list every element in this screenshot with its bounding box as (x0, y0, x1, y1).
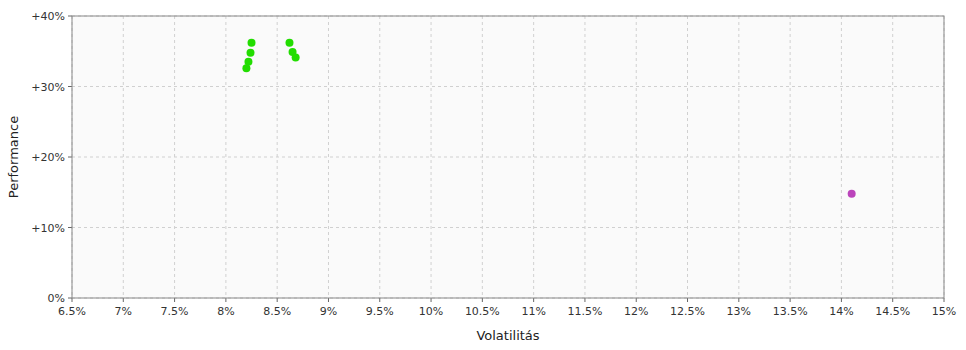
x-tick (636, 298, 637, 302)
point (242, 64, 250, 72)
x-grid-line (687, 16, 688, 298)
points (242, 39, 855, 198)
y-tick-label: +30% (31, 81, 65, 94)
point (247, 49, 255, 57)
x-tick-label: 6.5% (58, 305, 86, 318)
x-tick-label: 12.5% (670, 305, 705, 318)
y-tick-label: 0% (48, 292, 65, 305)
y-tick (68, 16, 72, 17)
y-grid-line (72, 157, 944, 158)
x-tick-label: 12% (624, 305, 648, 318)
point (848, 190, 856, 198)
grid (72, 16, 944, 298)
x-grid-line (892, 16, 893, 298)
x-tick (687, 298, 688, 302)
x-tick-label: 8% (217, 305, 234, 318)
x-tick (174, 298, 175, 302)
x-tick (892, 298, 893, 302)
y-grid-line (72, 227, 944, 228)
y-tick (68, 86, 72, 87)
y-axis-label: Performance (6, 116, 21, 198)
y-tick (68, 227, 72, 228)
x-tick (72, 298, 73, 302)
x-tick-label: 14% (829, 305, 853, 318)
x-grid-line (790, 16, 791, 298)
x-tick-label: 9% (320, 305, 337, 318)
x-tick-label: 13% (727, 305, 751, 318)
x-tick-label: 10.5% (465, 305, 500, 318)
plot-frame (72, 16, 944, 298)
x-tick (790, 298, 791, 302)
x-grid-line (328, 16, 329, 298)
x-tick (225, 298, 226, 302)
plot-area (72, 16, 944, 298)
chart: 6.5% 7% 7.5% 8% 8.5% 9% 9.5% 10% 10.5% 11% 11.5% 12… (0, 0, 966, 350)
y-grid-line (72, 86, 944, 87)
point (285, 39, 293, 47)
x-tick (482, 298, 483, 302)
x-tick-label: 15% (932, 305, 956, 318)
x-tick (841, 298, 842, 302)
x-tick-label: 11.5% (567, 305, 602, 318)
x-tick (379, 298, 380, 302)
point (248, 39, 256, 47)
x-tick (584, 298, 585, 302)
y-tick-label: +10% (31, 222, 65, 235)
x-tick-label: 7% (115, 305, 132, 318)
y-tick (68, 298, 72, 299)
x-tick-label: 10% (419, 305, 443, 318)
x-tick-label: 13.5% (773, 305, 808, 318)
x-tick-label: 11% (521, 305, 545, 318)
series (242, 39, 299, 72)
x-grid-line (225, 16, 226, 298)
x-tick (277, 298, 278, 302)
x-grid-line (431, 16, 432, 298)
x-tick (123, 298, 124, 302)
x-tick (738, 298, 739, 302)
axes: 6.5% 7% 7.5% 8% 8.5% 9% 9.5% 10% 10.5% 11% 11.5% 12… (31, 10, 956, 318)
x-tick-label: 8.5% (263, 305, 291, 318)
x-tick (533, 298, 534, 302)
x-tick-label: 7.5% (161, 305, 189, 318)
x-grid-line (533, 16, 534, 298)
x-tick-label: 9.5% (366, 305, 394, 318)
point (292, 54, 300, 62)
x-tick (944, 298, 945, 302)
series (848, 190, 856, 198)
x-axis-label: Volatilitás (476, 328, 539, 343)
x-tick-label: 14.5% (875, 305, 910, 318)
y-tick (68, 157, 72, 158)
y-tick-label: +40% (31, 10, 65, 23)
x-tick (431, 298, 432, 302)
y-tick-label: +20% (31, 151, 65, 164)
x-tick (328, 298, 329, 302)
